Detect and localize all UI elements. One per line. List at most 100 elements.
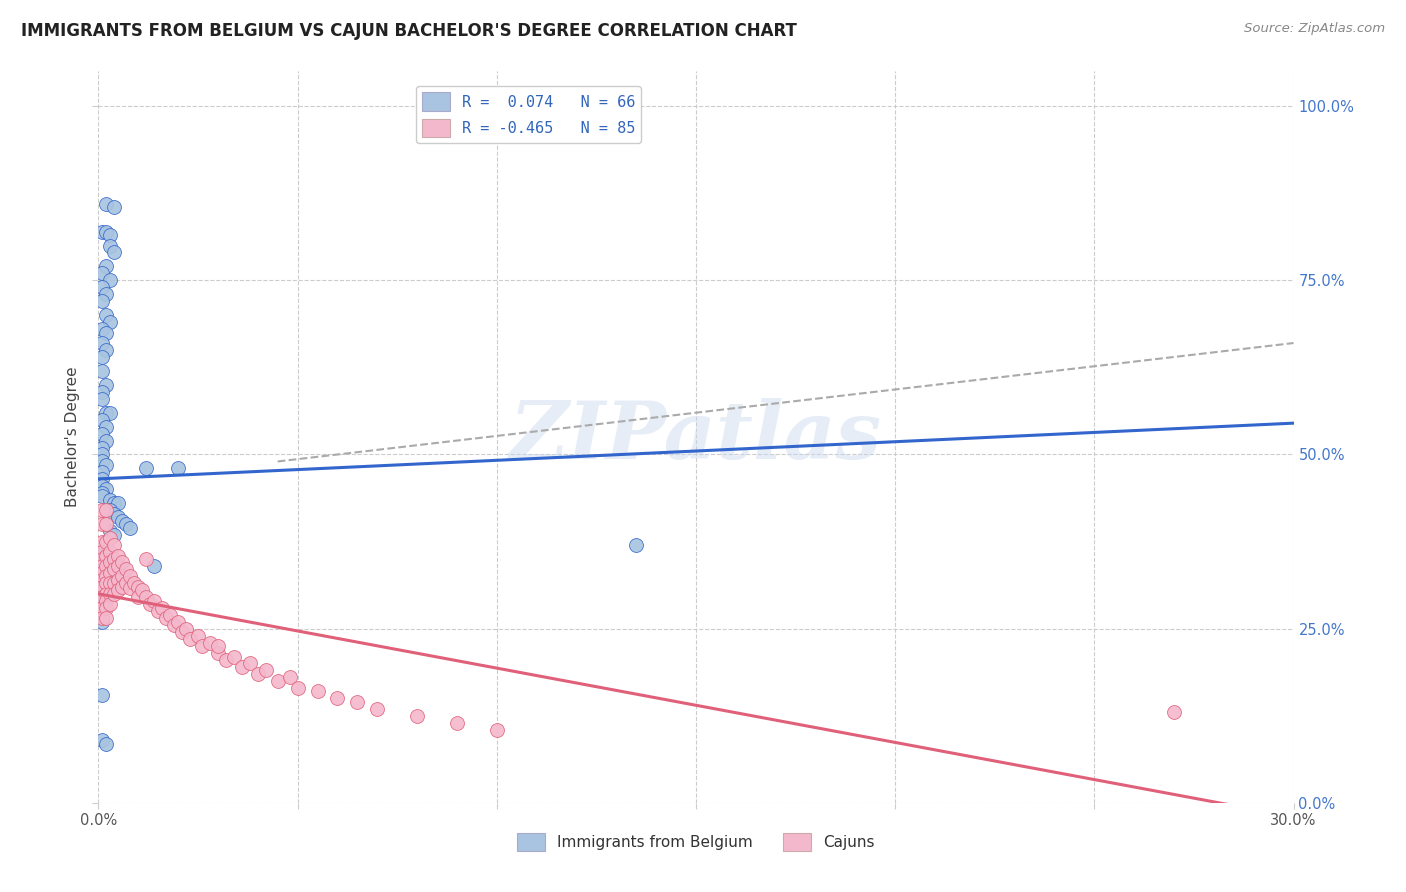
Point bbox=[231, 660, 253, 674]
Point bbox=[91, 485, 114, 500]
Point bbox=[96, 434, 118, 448]
Point bbox=[115, 517, 138, 532]
Point bbox=[111, 514, 134, 528]
Point bbox=[98, 238, 122, 252]
Point bbox=[103, 200, 125, 214]
Point bbox=[91, 412, 114, 426]
Point bbox=[103, 507, 125, 521]
Point bbox=[163, 618, 186, 632]
Point bbox=[107, 558, 129, 573]
Text: ZIPatlas: ZIPatlas bbox=[510, 399, 882, 475]
Point bbox=[103, 245, 125, 260]
Point bbox=[111, 556, 134, 570]
Point bbox=[98, 273, 122, 287]
Point bbox=[96, 225, 118, 239]
Point bbox=[98, 566, 122, 580]
Point bbox=[91, 322, 114, 336]
Point bbox=[96, 406, 118, 420]
Point bbox=[96, 308, 118, 322]
Point bbox=[98, 524, 122, 538]
Point bbox=[96, 483, 118, 497]
Point bbox=[98, 558, 122, 573]
Point bbox=[222, 649, 245, 664]
Point bbox=[91, 566, 114, 580]
Point bbox=[107, 573, 129, 587]
Point bbox=[96, 287, 118, 301]
Point bbox=[246, 667, 269, 681]
Point bbox=[1163, 705, 1185, 719]
Point bbox=[96, 549, 118, 563]
Point bbox=[98, 587, 122, 601]
Point bbox=[91, 448, 114, 462]
Point bbox=[120, 581, 142, 595]
Point bbox=[91, 225, 114, 239]
Point bbox=[103, 587, 125, 601]
Point bbox=[91, 294, 114, 309]
Point bbox=[91, 364, 114, 378]
Point bbox=[187, 629, 209, 643]
Point bbox=[91, 615, 114, 629]
Point bbox=[98, 545, 122, 559]
Point bbox=[91, 611, 114, 625]
Point bbox=[626, 538, 648, 552]
Point bbox=[91, 545, 114, 559]
Point bbox=[98, 503, 122, 517]
Point bbox=[91, 558, 114, 573]
Point bbox=[107, 583, 129, 598]
Point bbox=[103, 576, 125, 591]
Point bbox=[91, 503, 114, 517]
Point bbox=[127, 591, 149, 605]
Point bbox=[143, 594, 166, 608]
Point bbox=[135, 461, 157, 475]
Point bbox=[96, 552, 118, 566]
Point bbox=[215, 653, 238, 667]
Point bbox=[107, 510, 129, 524]
Point bbox=[96, 600, 118, 615]
Point bbox=[91, 580, 114, 594]
Point bbox=[96, 556, 118, 570]
Point bbox=[207, 646, 229, 660]
Point bbox=[406, 708, 429, 723]
Point bbox=[96, 343, 118, 357]
Point bbox=[191, 639, 214, 653]
Point bbox=[91, 733, 114, 747]
Point bbox=[91, 392, 114, 406]
Text: Source: ZipAtlas.com: Source: ZipAtlas.com bbox=[1244, 22, 1385, 36]
Point bbox=[267, 673, 290, 688]
Point bbox=[143, 558, 166, 573]
Y-axis label: Bachelor's Degree: Bachelor's Degree bbox=[65, 367, 80, 508]
Point bbox=[127, 580, 149, 594]
Point bbox=[179, 632, 201, 646]
Point bbox=[96, 326, 118, 340]
Point bbox=[91, 336, 114, 351]
Point bbox=[91, 534, 114, 549]
Point bbox=[91, 600, 114, 615]
Point bbox=[98, 576, 122, 591]
Text: IMMIGRANTS FROM BELGIUM VS CAJUN BACHELOR'S DEGREE CORRELATION CHART: IMMIGRANTS FROM BELGIUM VS CAJUN BACHELO… bbox=[21, 22, 797, 40]
Point bbox=[150, 600, 173, 615]
Point bbox=[91, 489, 114, 503]
Point bbox=[96, 517, 118, 532]
Point bbox=[96, 260, 118, 274]
Point bbox=[96, 419, 118, 434]
Point bbox=[254, 664, 277, 678]
Point bbox=[91, 591, 114, 605]
Point bbox=[103, 562, 125, 576]
Point bbox=[346, 695, 368, 709]
Point bbox=[91, 552, 114, 566]
Point bbox=[167, 461, 190, 475]
Point bbox=[91, 479, 114, 493]
Point bbox=[96, 594, 118, 608]
Point bbox=[91, 465, 114, 479]
Point bbox=[239, 657, 262, 671]
Point bbox=[485, 723, 508, 737]
Point bbox=[98, 492, 122, 507]
Point bbox=[98, 597, 122, 611]
Point bbox=[366, 702, 388, 716]
Point bbox=[107, 496, 129, 510]
Point bbox=[96, 587, 118, 601]
Legend: Immigrants from Belgium, Cajuns: Immigrants from Belgium, Cajuns bbox=[512, 827, 880, 857]
Point bbox=[172, 625, 194, 640]
Point bbox=[91, 580, 114, 594]
Point bbox=[135, 591, 157, 605]
